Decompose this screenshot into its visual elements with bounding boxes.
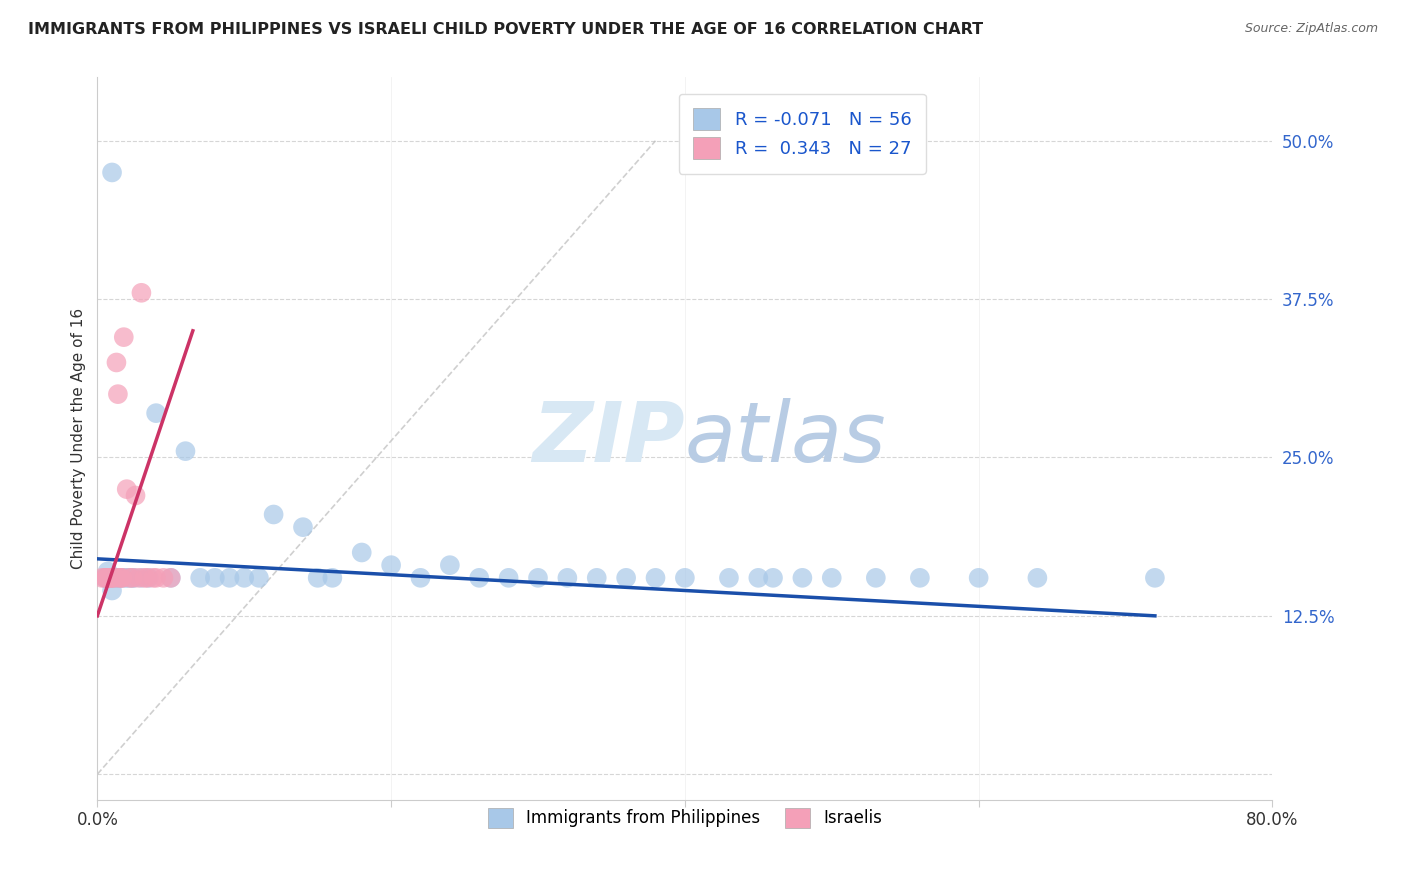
Point bbox=[762, 571, 785, 585]
Point bbox=[122, 571, 145, 585]
Point bbox=[118, 571, 141, 585]
Point bbox=[112, 330, 135, 344]
Point bbox=[644, 571, 666, 585]
Point bbox=[792, 571, 814, 585]
Point bbox=[127, 571, 149, 585]
Point bbox=[104, 571, 127, 585]
Point bbox=[97, 571, 120, 585]
Point bbox=[108, 571, 131, 585]
Point bbox=[263, 508, 285, 522]
Point bbox=[96, 571, 118, 585]
Point bbox=[107, 571, 129, 585]
Point bbox=[101, 571, 124, 585]
Point bbox=[108, 571, 131, 585]
Point bbox=[93, 571, 115, 585]
Point bbox=[321, 571, 343, 585]
Point bbox=[93, 571, 115, 585]
Point bbox=[96, 571, 118, 585]
Point bbox=[614, 571, 637, 585]
Point bbox=[105, 355, 128, 369]
Point bbox=[145, 406, 167, 420]
Point bbox=[115, 571, 138, 585]
Point bbox=[821, 571, 844, 585]
Point bbox=[90, 571, 112, 585]
Point bbox=[98, 571, 121, 585]
Point bbox=[101, 571, 124, 585]
Text: atlas: atlas bbox=[685, 398, 887, 479]
Legend: Immigrants from Philippines, Israelis: Immigrants from Philippines, Israelis bbox=[481, 801, 889, 835]
Point bbox=[409, 571, 432, 585]
Point bbox=[247, 571, 270, 585]
Text: IMMIGRANTS FROM PHILIPPINES VS ISRAELI CHILD POVERTY UNDER THE AGE OF 16 CORRELA: IMMIGRANTS FROM PHILIPPINES VS ISRAELI C… bbox=[28, 22, 983, 37]
Point bbox=[136, 571, 159, 585]
Point bbox=[204, 571, 226, 585]
Point bbox=[717, 571, 740, 585]
Point bbox=[98, 571, 121, 585]
Point bbox=[152, 571, 174, 585]
Point bbox=[747, 571, 769, 585]
Text: Source: ZipAtlas.com: Source: ZipAtlas.com bbox=[1244, 22, 1378, 36]
Point bbox=[291, 520, 314, 534]
Point bbox=[380, 558, 402, 573]
Point bbox=[145, 571, 167, 585]
Point bbox=[307, 571, 329, 585]
Point bbox=[498, 571, 520, 585]
Point bbox=[121, 571, 143, 585]
Point bbox=[98, 571, 121, 585]
Point bbox=[124, 488, 146, 502]
Point bbox=[101, 583, 124, 598]
Point bbox=[1143, 571, 1166, 585]
Point bbox=[159, 571, 181, 585]
Point bbox=[107, 387, 129, 401]
Point bbox=[110, 571, 132, 585]
Point bbox=[557, 571, 579, 585]
Point bbox=[1026, 571, 1049, 585]
Point bbox=[131, 571, 153, 585]
Point bbox=[115, 482, 138, 496]
Point bbox=[101, 165, 124, 179]
Point bbox=[97, 565, 120, 579]
Point bbox=[967, 571, 990, 585]
Point bbox=[527, 571, 550, 585]
Point bbox=[585, 571, 607, 585]
Point bbox=[100, 571, 122, 585]
Point bbox=[174, 444, 197, 458]
Point bbox=[112, 571, 135, 585]
Point bbox=[218, 571, 240, 585]
Point bbox=[233, 571, 256, 585]
Point bbox=[121, 571, 143, 585]
Point bbox=[111, 571, 134, 585]
Point bbox=[350, 545, 373, 559]
Point bbox=[138, 571, 160, 585]
Point bbox=[908, 571, 931, 585]
Point bbox=[468, 571, 491, 585]
Text: ZIP: ZIP bbox=[533, 398, 685, 479]
Point bbox=[188, 571, 211, 585]
Point bbox=[159, 571, 181, 585]
Point bbox=[118, 571, 141, 585]
Point bbox=[142, 571, 165, 585]
Point bbox=[97, 571, 120, 585]
Point bbox=[673, 571, 696, 585]
Point bbox=[104, 571, 127, 585]
Point bbox=[865, 571, 887, 585]
Point bbox=[110, 571, 132, 585]
Point bbox=[131, 285, 153, 300]
Y-axis label: Child Poverty Under the Age of 16: Child Poverty Under the Age of 16 bbox=[72, 308, 86, 569]
Point bbox=[134, 571, 156, 585]
Point bbox=[100, 571, 122, 585]
Point bbox=[104, 571, 127, 585]
Point bbox=[101, 571, 124, 585]
Point bbox=[439, 558, 461, 573]
